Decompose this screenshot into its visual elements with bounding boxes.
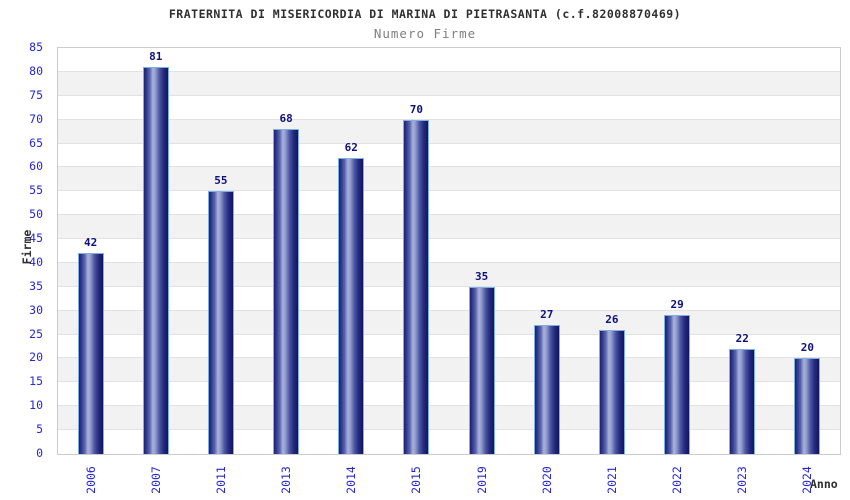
x-axis-title: Anno bbox=[810, 477, 838, 491]
y-tick-label: 75 bbox=[29, 87, 43, 102]
bar-2014 bbox=[338, 157, 365, 454]
x-tick-label: 2019 bbox=[474, 466, 489, 494]
bar-value-label: 26 bbox=[605, 312, 619, 326]
bar-value-label: 81 bbox=[149, 50, 163, 64]
bar-2021 bbox=[598, 329, 625, 454]
bar-value-label: 42 bbox=[83, 236, 98, 250]
plot-area: 42 2006 81 2007 55 2011 68 2013 62 2014 70 2015 35 20… bbox=[57, 47, 841, 494]
bar-value-label: 27 bbox=[540, 308, 554, 322]
x-tick-label: 2021 bbox=[604, 466, 619, 494]
y-tick-label: 10 bbox=[29, 398, 43, 413]
bar-value-label: 35 bbox=[474, 269, 489, 283]
bar-value-label: 62 bbox=[344, 140, 358, 154]
y-axis-ticks: 85 80 75 70 65 60 55 50 45 40 35 30 25 20 15 10 5 0 bbox=[0, 40, 50, 460]
bar-2007 bbox=[142, 67, 169, 454]
y-tick-label: 60 bbox=[29, 159, 43, 174]
grid-band bbox=[58, 310, 840, 335]
x-tick-label: 2023 bbox=[735, 466, 750, 494]
x-tick-label: 2011 bbox=[213, 466, 228, 494]
grid-band bbox=[58, 262, 840, 287]
y-axis-title: Firme bbox=[20, 229, 34, 265]
bar-2020 bbox=[533, 325, 560, 454]
bar-2019 bbox=[468, 286, 495, 454]
bar-2024 bbox=[794, 358, 821, 454]
chart-title: FRATERNITA DI MISERICORDIA DI MARINA DI … bbox=[168, 7, 682, 21]
y-tick-label: 5 bbox=[36, 422, 43, 437]
y-tick-label: 25 bbox=[29, 326, 43, 341]
bar-value-label: 22 bbox=[735, 331, 749, 345]
grid-band bbox=[58, 191, 840, 216]
grid-band bbox=[58, 406, 840, 431]
grid-band bbox=[58, 119, 840, 144]
x-tick-label: 2015 bbox=[409, 466, 424, 494]
grid-band bbox=[58, 144, 840, 168]
y-tick-label: 50 bbox=[29, 207, 43, 222]
y-tick-label: 30 bbox=[29, 302, 43, 317]
grid-band bbox=[58, 167, 840, 192]
y-tick-label: 70 bbox=[29, 111, 43, 126]
grid-band bbox=[58, 287, 840, 311]
bar-2011 bbox=[207, 191, 234, 454]
bar-value-label: 29 bbox=[670, 298, 684, 312]
grid-band bbox=[58, 71, 840, 96]
bar-value-label: 20 bbox=[800, 341, 815, 355]
x-tick-label: 2007 bbox=[148, 466, 163, 494]
y-tick-label: 40 bbox=[29, 254, 43, 269]
grid-band bbox=[58, 335, 840, 359]
x-tick-label: 2020 bbox=[539, 466, 554, 494]
y-tick-label: 65 bbox=[29, 135, 43, 150]
bar-2006 bbox=[77, 253, 104, 454]
y-tick-label: 80 bbox=[29, 63, 43, 78]
x-tick-label: 2014 bbox=[344, 466, 359, 494]
y-tick-label: 45 bbox=[29, 231, 43, 246]
bar-2023 bbox=[729, 348, 756, 454]
y-tick-label: 85 bbox=[29, 40, 43, 54]
grid-band bbox=[58, 96, 840, 120]
x-tick-label: 2013 bbox=[279, 466, 294, 494]
x-tick-label: 2006 bbox=[83, 466, 98, 494]
grid-band bbox=[58, 239, 840, 263]
bar-value-label: 70 bbox=[409, 102, 424, 116]
bar-2022 bbox=[664, 315, 691, 454]
x-tick-label: 2022 bbox=[670, 466, 685, 494]
bar-value-label: 55 bbox=[214, 174, 228, 188]
grid-band bbox=[58, 382, 840, 407]
bar-2013 bbox=[273, 129, 300, 454]
y-tick-label: 0 bbox=[36, 446, 43, 460]
grid-band bbox=[58, 48, 840, 72]
grid-band bbox=[58, 358, 840, 383]
grid-band bbox=[58, 430, 840, 454]
chart-subtitle: Numero Firme bbox=[373, 26, 477, 41]
grid-band bbox=[58, 215, 840, 240]
y-tick-label: 15 bbox=[29, 374, 43, 389]
y-tick-label: 55 bbox=[29, 183, 43, 198]
y-tick-label: 20 bbox=[29, 350, 43, 365]
bar-value-label: 68 bbox=[279, 112, 293, 126]
bar-2015 bbox=[403, 119, 430, 454]
y-tick-label: 35 bbox=[29, 278, 43, 293]
